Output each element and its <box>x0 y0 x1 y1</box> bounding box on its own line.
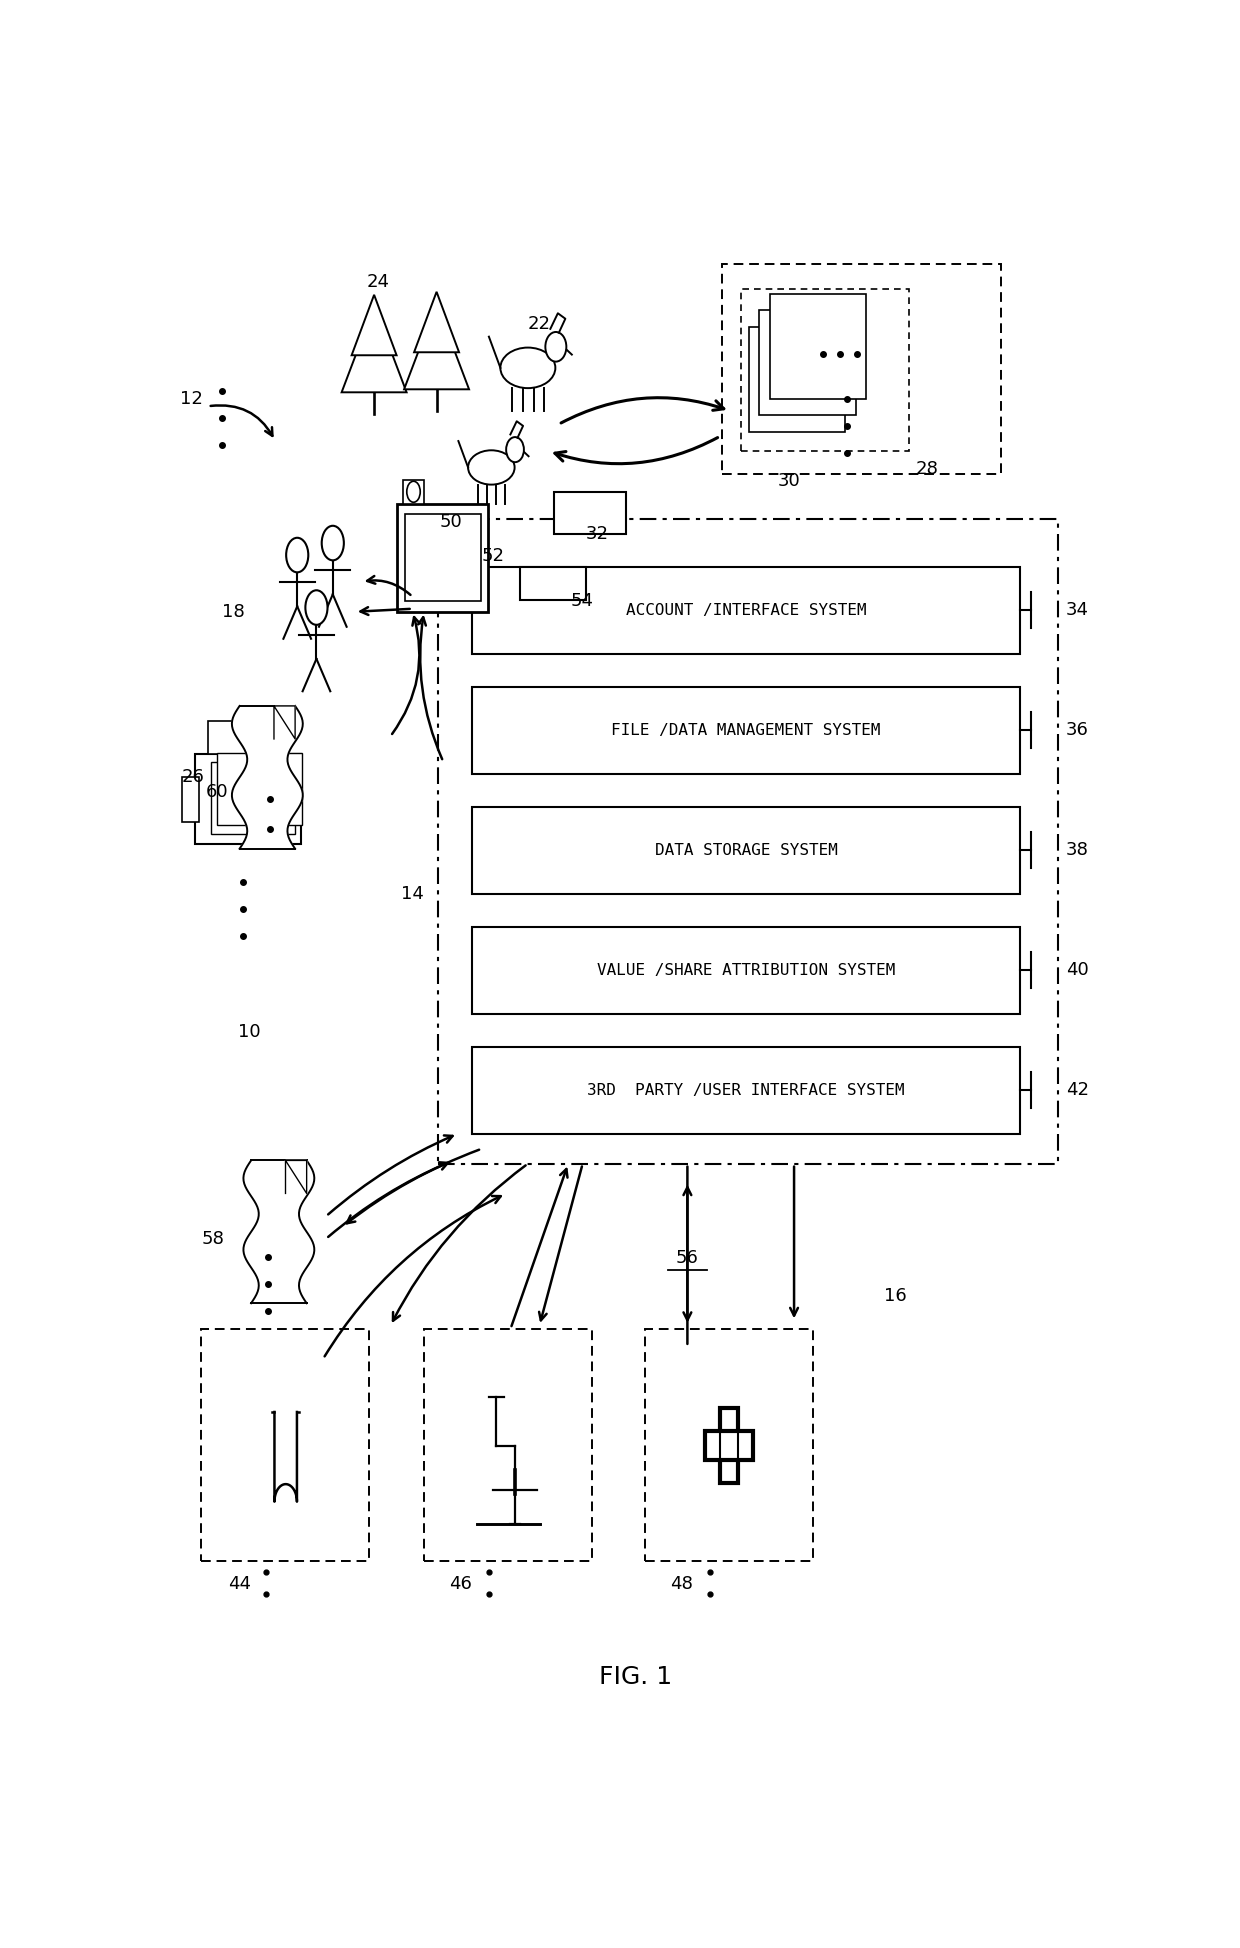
Bar <box>208 721 265 754</box>
Bar <box>211 762 295 834</box>
Text: 52: 52 <box>482 547 505 565</box>
Circle shape <box>305 590 327 625</box>
Circle shape <box>407 481 420 503</box>
Text: 24: 24 <box>367 273 389 290</box>
Polygon shape <box>243 1161 314 1303</box>
Bar <box>704 1432 753 1459</box>
Text: 38: 38 <box>1066 842 1089 859</box>
Circle shape <box>286 538 309 573</box>
Text: FILE /DATA MANAGEMENT SYSTEM: FILE /DATA MANAGEMENT SYSTEM <box>611 723 880 738</box>
Text: 50: 50 <box>440 512 463 530</box>
Text: 16: 16 <box>884 1288 906 1305</box>
Bar <box>182 777 200 822</box>
Text: 58: 58 <box>201 1229 224 1249</box>
Bar <box>201 1329 370 1560</box>
Bar <box>397 505 489 612</box>
Ellipse shape <box>506 436 525 462</box>
Bar <box>472 927 1019 1013</box>
Text: 12: 12 <box>180 390 203 407</box>
Text: 54: 54 <box>570 592 593 610</box>
Ellipse shape <box>467 450 515 485</box>
Text: 10: 10 <box>238 1023 260 1040</box>
Bar <box>719 1408 738 1482</box>
Polygon shape <box>274 1412 296 1502</box>
Bar <box>217 752 303 824</box>
Text: 28: 28 <box>915 460 939 479</box>
Text: 14: 14 <box>401 884 424 902</box>
Bar <box>554 491 626 534</box>
Bar <box>472 688 1019 773</box>
Text: 46: 46 <box>449 1574 472 1593</box>
Bar <box>472 1046 1019 1134</box>
Text: 32: 32 <box>585 524 609 543</box>
Bar <box>742 288 909 452</box>
Text: 30: 30 <box>777 471 801 491</box>
Ellipse shape <box>501 347 556 388</box>
Text: 22: 22 <box>528 316 551 333</box>
Ellipse shape <box>546 331 567 362</box>
Circle shape <box>321 526 343 561</box>
Bar <box>196 754 301 843</box>
Text: 36: 36 <box>1066 721 1089 738</box>
Polygon shape <box>414 292 459 353</box>
Text: 18: 18 <box>222 602 246 621</box>
Text: 48: 48 <box>670 1574 693 1593</box>
Polygon shape <box>404 304 469 390</box>
Bar <box>749 327 844 432</box>
Bar <box>424 1329 593 1560</box>
Bar <box>472 567 1019 655</box>
Bar <box>472 806 1019 894</box>
Bar <box>403 479 424 505</box>
Bar <box>645 1329 813 1560</box>
Text: 40: 40 <box>1066 960 1089 980</box>
Text: 56: 56 <box>676 1249 699 1268</box>
Text: DATA STORAGE SYSTEM: DATA STORAGE SYSTEM <box>655 843 837 857</box>
Bar <box>722 263 1001 473</box>
Text: VALUE /SHARE ATTRIBUTION SYSTEM: VALUE /SHARE ATTRIBUTION SYSTEM <box>596 962 895 978</box>
Text: 34: 34 <box>1066 602 1089 619</box>
Text: 44: 44 <box>228 1574 250 1593</box>
Polygon shape <box>274 705 295 738</box>
Bar <box>770 294 866 399</box>
Text: 60: 60 <box>206 783 228 801</box>
Text: 26: 26 <box>182 768 205 785</box>
Bar <box>759 310 856 415</box>
Bar <box>439 518 1059 1163</box>
Polygon shape <box>232 705 303 849</box>
Text: FIG. 1: FIG. 1 <box>599 1666 672 1689</box>
Polygon shape <box>285 1161 306 1194</box>
Bar <box>404 514 481 602</box>
Polygon shape <box>342 306 407 392</box>
Polygon shape <box>352 294 397 355</box>
Text: 3RD  PARTY /USER INTERFACE SYSTEM: 3RD PARTY /USER INTERFACE SYSTEM <box>588 1083 905 1099</box>
Text: 42: 42 <box>1066 1081 1089 1099</box>
Bar <box>521 567 585 600</box>
Text: ACCOUNT /INTERFACE SYSTEM: ACCOUNT /INTERFACE SYSTEM <box>626 602 867 618</box>
